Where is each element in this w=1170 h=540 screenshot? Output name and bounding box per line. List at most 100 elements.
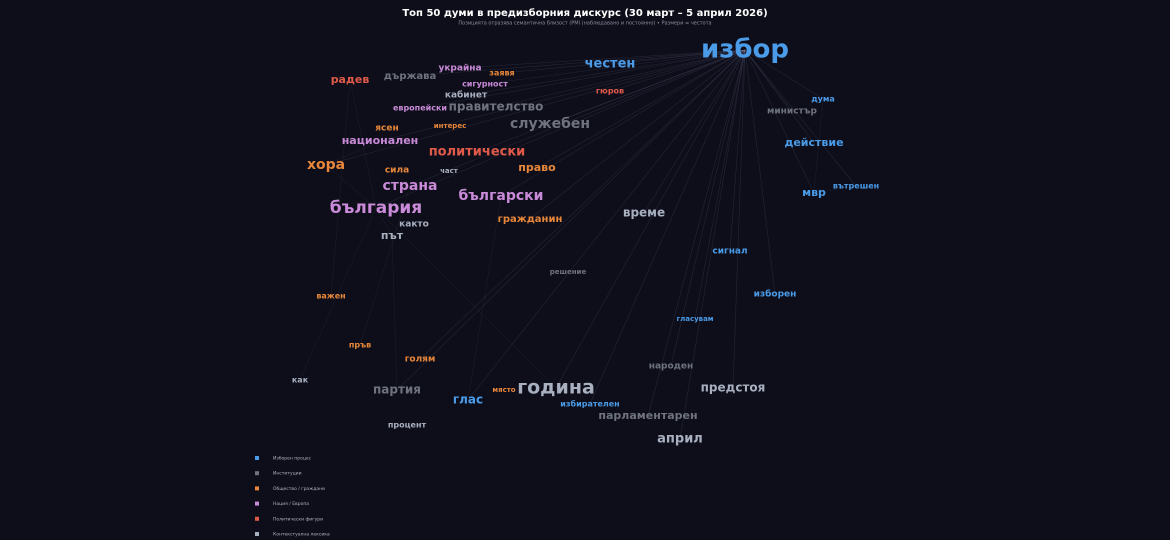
legend-label: Изборен процес [273, 456, 312, 462]
node-label: политически [429, 145, 526, 160]
edge [375, 207, 557, 389]
node-label: действие [784, 136, 843, 149]
node-label: европейски [393, 104, 447, 113]
title: Топ 50 думи в предизборния дискурс (30 м… [402, 7, 767, 19]
edge [375, 49, 746, 209]
node-label: сигнал [712, 247, 747, 257]
node-label: хора [307, 157, 345, 173]
edge [609, 49, 746, 92]
edge [299, 207, 377, 381]
node-label: важен [316, 292, 345, 301]
edge [729, 49, 746, 252]
legend-swatch [255, 456, 259, 460]
edge [670, 49, 746, 367]
node-label: честен [585, 57, 636, 72]
edge [359, 185, 411, 346]
node-label: ясен [375, 124, 398, 134]
edge [744, 49, 776, 295]
legend-label: Политически фигури [273, 516, 323, 522]
edge [375, 207, 393, 237]
node-label: гюров [596, 87, 624, 96]
node-label: правителство [449, 100, 544, 114]
legend-label: Нация / Европа [273, 501, 309, 507]
node-label: част [440, 167, 459, 175]
edge [549, 49, 746, 125]
node-label: служебен [510, 116, 590, 132]
legend-swatch [255, 532, 259, 536]
edge [643, 49, 746, 214]
node-label: кабинет [445, 90, 488, 101]
legend-label: Контекстуална лексика [273, 532, 330, 538]
edge [330, 79, 351, 297]
node-label: време [623, 206, 665, 220]
edge [732, 49, 746, 389]
legend-label: Общество / граждани [273, 486, 325, 492]
node-label: избор [701, 35, 789, 65]
node-label: година [517, 377, 595, 399]
edge [419, 49, 746, 109]
edge [409, 49, 746, 77]
node-label: път [381, 229, 404, 242]
node-label: украйна [438, 64, 481, 74]
edge [500, 49, 746, 197]
node-label: предстоя [701, 381, 766, 395]
node-label: партия [373, 383, 421, 397]
node-label: сила [385, 166, 409, 176]
edge [419, 49, 746, 360]
edge [744, 49, 815, 144]
edge [555, 49, 746, 389]
edge [744, 49, 815, 194]
edge [529, 49, 746, 220]
edge [409, 49, 746, 187]
edge [609, 49, 746, 65]
node-label: държава [384, 71, 437, 82]
legend-swatch [255, 471, 259, 476]
legend: Изборен процес Институции Общество / гражд… [255, 456, 330, 538]
node-label: глас [453, 393, 483, 407]
edge [459, 49, 746, 69]
node-label: министър [767, 107, 818, 117]
edge [536, 49, 746, 169]
edge [501, 49, 746, 74]
edge [391, 235, 398, 391]
edge [744, 49, 857, 187]
node-label: българия [330, 198, 422, 218]
edge [325, 140, 381, 166]
node-label: как [292, 376, 309, 385]
edge [589, 49, 746, 405]
edge [476, 49, 746, 153]
node-label: както [399, 220, 429, 230]
node-label: право [518, 161, 556, 174]
node-label: гражданин [498, 214, 563, 225]
edge [467, 195, 502, 401]
node-label: пръв [349, 341, 371, 350]
edge [813, 185, 857, 194]
edge [396, 49, 746, 391]
node-label: народен [649, 362, 694, 372]
node-label: заявя [489, 69, 514, 78]
node-label: радев [331, 73, 370, 86]
edge [379, 49, 746, 142]
legend-swatch [255, 501, 259, 506]
node-label: страна [382, 178, 437, 194]
edge [679, 49, 746, 440]
edge [325, 49, 746, 166]
node-label: април [657, 432, 703, 447]
node-label: решение [550, 268, 587, 276]
node-label: място [492, 386, 515, 394]
legend-swatch [255, 486, 259, 491]
edge [744, 49, 793, 112]
node-label: интерес [434, 122, 466, 130]
node-label: дума [811, 95, 835, 104]
node-label: мвр [802, 186, 826, 199]
node-label: български [459, 188, 544, 204]
legend-label: Институции [273, 471, 302, 477]
node-label: гласувам [676, 315, 713, 323]
edge [467, 49, 746, 401]
node-label: процент [388, 421, 427, 430]
node-label: вътрешен [833, 182, 879, 191]
